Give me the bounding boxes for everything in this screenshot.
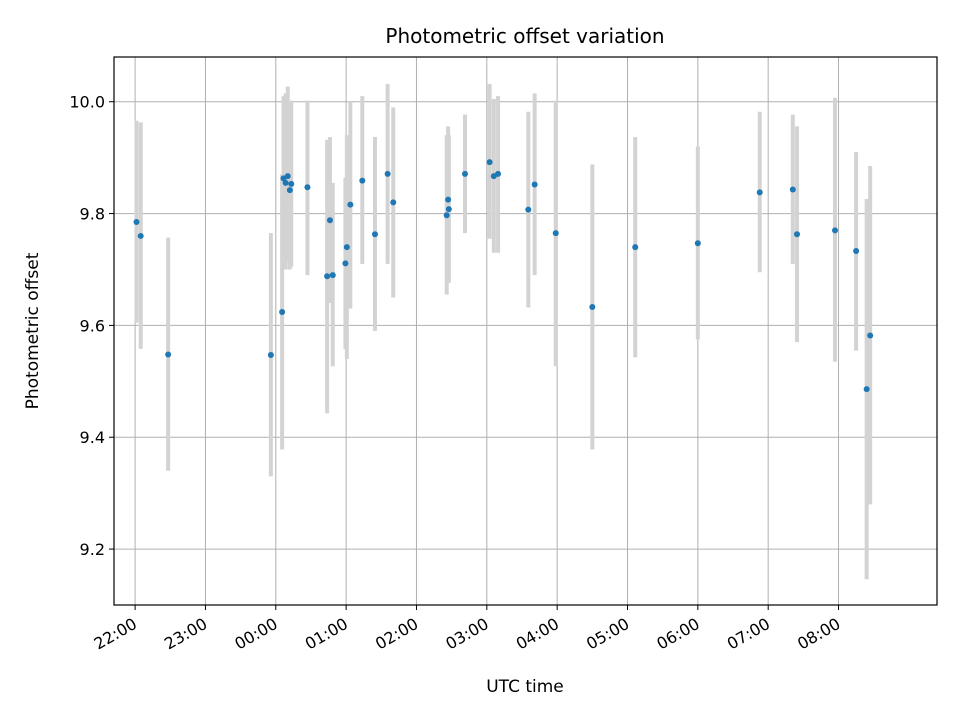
data-point bbox=[863, 386, 870, 393]
data-point bbox=[867, 332, 874, 339]
data-point bbox=[326, 217, 333, 224]
data-point bbox=[694, 240, 701, 247]
grid bbox=[114, 57, 937, 605]
y-tick-label: 9.4 bbox=[80, 428, 105, 447]
data-point bbox=[531, 181, 538, 188]
data-point bbox=[495, 170, 502, 177]
data-point bbox=[486, 159, 493, 166]
data-point bbox=[286, 187, 293, 194]
data-point bbox=[137, 232, 144, 239]
x-axis-label: UTC time bbox=[486, 677, 564, 697]
data-point bbox=[552, 230, 559, 237]
data-point bbox=[324, 273, 331, 280]
y-tick-label: 10.0 bbox=[69, 93, 105, 112]
data-point bbox=[525, 206, 532, 213]
x-tick-label: 07:00 bbox=[724, 614, 773, 654]
data-point bbox=[445, 196, 452, 203]
data-point bbox=[756, 189, 763, 196]
data-point bbox=[343, 244, 350, 251]
y-axis-ticks: 9.2 9.4 9.6 9.8 10.0 bbox=[69, 93, 114, 559]
data-point bbox=[445, 206, 452, 213]
data-point bbox=[304, 184, 311, 191]
data-point bbox=[359, 177, 366, 184]
x-tick-label: 22:00 bbox=[91, 614, 140, 654]
data-point bbox=[853, 248, 860, 255]
chart-title: Photometric offset variation bbox=[385, 24, 664, 48]
data-point bbox=[288, 180, 295, 187]
y-tick-label: 9.6 bbox=[80, 316, 105, 335]
x-tick-label: 05:00 bbox=[583, 614, 632, 654]
data-point bbox=[342, 260, 349, 267]
y-tick-label: 9.8 bbox=[80, 205, 105, 224]
data-points bbox=[133, 159, 874, 393]
y-tick-label: 9.2 bbox=[80, 540, 105, 559]
data-point bbox=[133, 218, 140, 225]
x-tick-label: 01:00 bbox=[302, 614, 351, 654]
data-point bbox=[347, 201, 354, 208]
data-point bbox=[384, 170, 391, 177]
data-point bbox=[462, 170, 469, 177]
data-point bbox=[282, 179, 289, 186]
x-tick-label: 02:00 bbox=[372, 614, 421, 654]
x-tick-label: 06:00 bbox=[653, 614, 702, 654]
data-point bbox=[329, 272, 336, 279]
data-point bbox=[832, 227, 839, 234]
data-point bbox=[284, 173, 291, 180]
data-point bbox=[632, 244, 639, 251]
x-tick-label: 08:00 bbox=[794, 614, 843, 654]
x-tick-label: 03:00 bbox=[442, 614, 491, 654]
x-tick-label: 04:00 bbox=[513, 614, 562, 654]
data-point bbox=[371, 231, 378, 238]
y-axis-label: Photometric offset bbox=[23, 252, 43, 409]
x-tick-label: 23:00 bbox=[161, 614, 210, 654]
data-point bbox=[443, 212, 450, 219]
data-point bbox=[589, 303, 596, 310]
data-point bbox=[165, 351, 172, 358]
data-point bbox=[794, 231, 801, 238]
data-point bbox=[267, 352, 274, 359]
error-bars bbox=[134, 83, 873, 580]
data-point bbox=[279, 308, 286, 315]
x-axis-ticks: 22:00 23:00 00:00 01:00 02:00 03:00 04:00 05:00… bbox=[91, 605, 844, 654]
plot-area-frame bbox=[113, 56, 938, 606]
x-tick-label: 00:00 bbox=[231, 614, 280, 654]
data-point bbox=[390, 199, 397, 206]
data-point bbox=[789, 186, 796, 193]
